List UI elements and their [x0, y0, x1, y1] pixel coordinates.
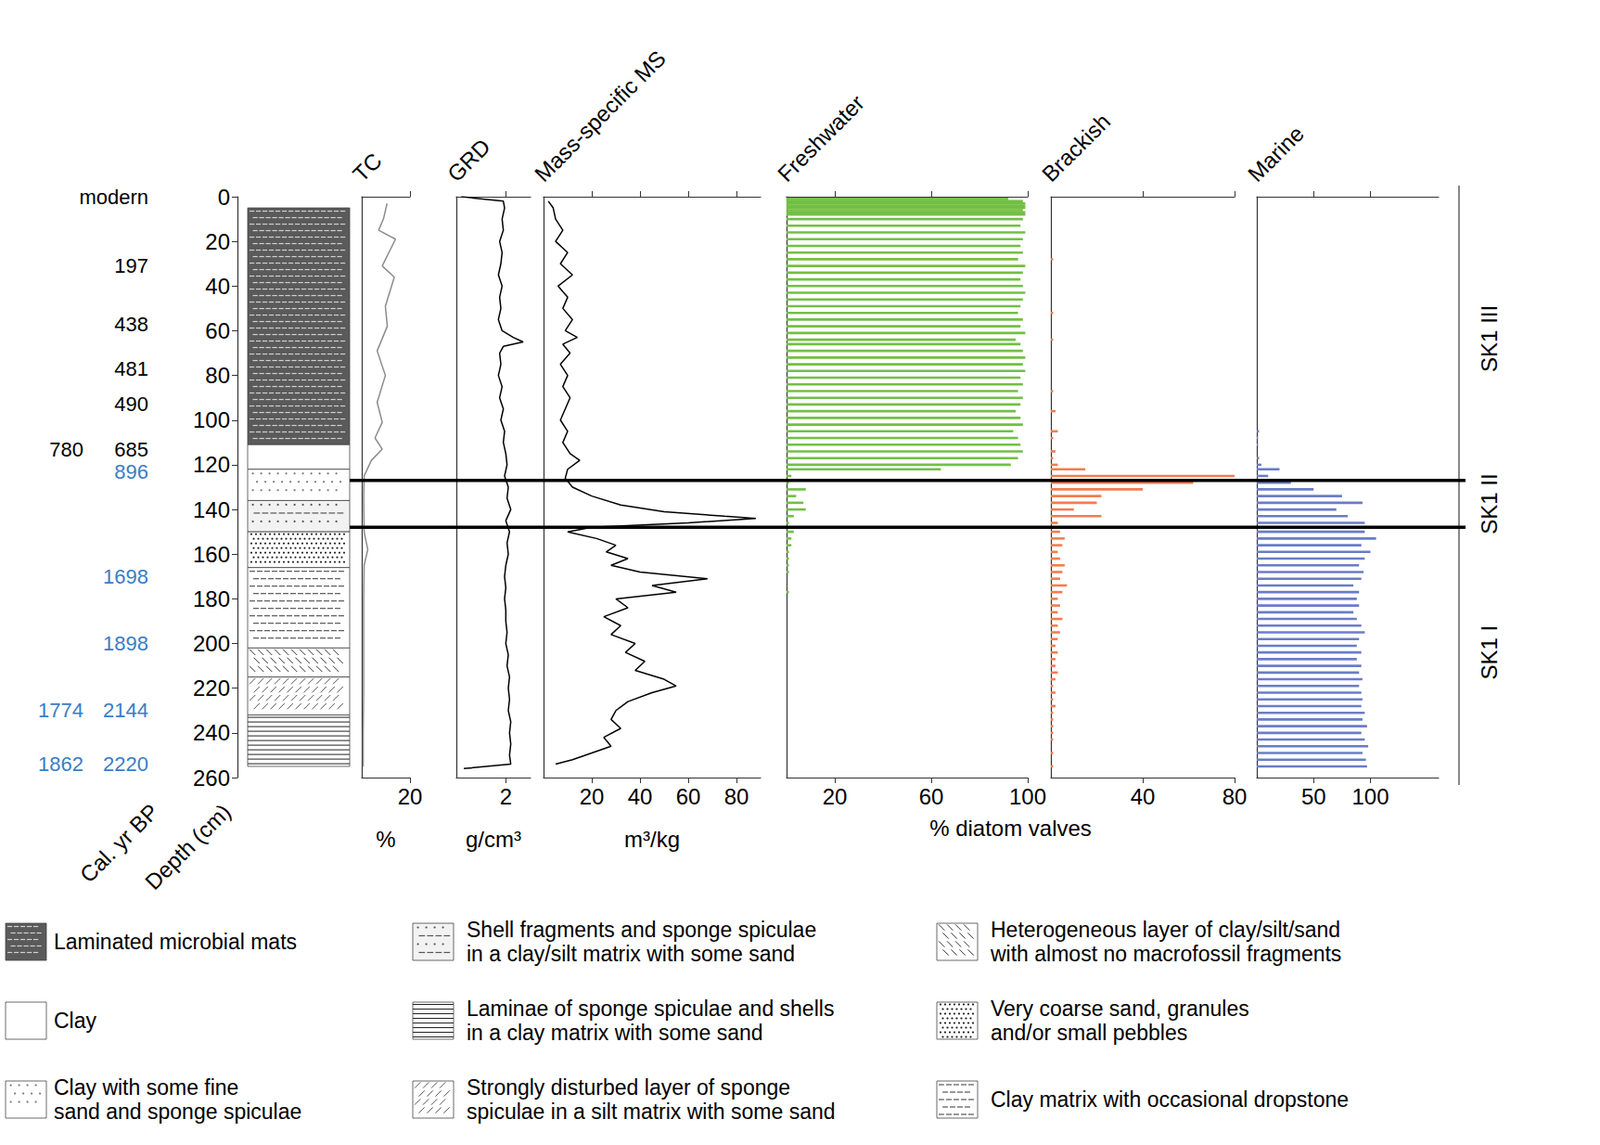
svg-text:197: 197 — [114, 254, 149, 278]
svg-text:Depth (cm): Depth (cm) — [140, 798, 236, 895]
svg-text:180: 180 — [192, 586, 231, 612]
svg-text:Cal. yr BP: Cal. yr BP — [75, 798, 164, 887]
svg-text:50: 50 — [1301, 783, 1327, 809]
svg-text:100: 100 — [1009, 783, 1047, 809]
svg-text:120: 120 — [192, 451, 231, 477]
svg-text:and/or small pebbles: and/or small pebbles — [990, 1020, 1188, 1045]
svg-text:in a clay/silt matrix with som: in a clay/silt matrix with some sand — [466, 941, 795, 966]
svg-text:Mass-specific MS: Mass-specific MS — [529, 45, 671, 187]
svg-text:Laminated microbial mats: Laminated microbial mats — [53, 929, 297, 954]
svg-text:SK1 II: SK1 II — [1476, 473, 1502, 534]
svg-text:Clay matrix with occasional dr: Clay matrix with occasional dropstone — [990, 1087, 1349, 1112]
svg-text:160: 160 — [192, 541, 231, 567]
svg-text:2: 2 — [499, 783, 512, 809]
svg-text:20: 20 — [397, 783, 423, 809]
svg-text:490: 490 — [114, 392, 149, 416]
svg-text:685: 685 — [114, 437, 149, 461]
svg-text:100: 100 — [1351, 783, 1389, 809]
svg-text:438: 438 — [114, 312, 149, 336]
svg-text:60: 60 — [204, 318, 231, 344]
svg-text:2144: 2144 — [102, 698, 149, 722]
svg-text:20: 20 — [204, 229, 231, 255]
svg-text:TC: TC — [347, 147, 387, 187]
svg-text:1862: 1862 — [38, 752, 84, 776]
svg-text:220: 220 — [192, 675, 231, 701]
svg-text:in a clay matrix with some san: in a clay matrix with some sand — [466, 1020, 764, 1045]
svg-text:80: 80 — [204, 362, 231, 388]
svg-text:Brackish: Brackish — [1036, 108, 1115, 187]
svg-text:1898: 1898 — [102, 631, 149, 655]
svg-text:sand and sponge spiculae: sand and sponge spiculae — [53, 1099, 302, 1124]
svg-text:140: 140 — [192, 497, 231, 523]
svg-text:40: 40 — [1130, 783, 1156, 809]
svg-text:GRD: GRD — [442, 133, 496, 187]
svg-text:with almost no macrofossil fra: with almost no macrofossil fragments — [989, 941, 1342, 966]
svg-text:896: 896 — [114, 460, 149, 484]
svg-text:260: 260 — [192, 765, 231, 791]
svg-text:40: 40 — [627, 783, 653, 809]
svg-text:780: 780 — [49, 437, 84, 461]
svg-text:40: 40 — [204, 273, 231, 299]
svg-text:Heterogeneous layer of clay/si: Heterogeneous layer of clay/silt/sand — [990, 917, 1341, 942]
svg-text:spiculae in a silt matrix with: spiculae in a silt matrix with some sand — [466, 1099, 836, 1124]
svg-text:80: 80 — [1222, 783, 1248, 809]
svg-text:m³/kg: m³/kg — [624, 826, 680, 852]
svg-text:481: 481 — [114, 357, 149, 381]
svg-text:SK1 III: SK1 III — [1476, 305, 1502, 372]
svg-text:200: 200 — [192, 630, 231, 656]
svg-text:Shell fragments and sponge spi: Shell fragments and sponge spiculae — [466, 917, 817, 942]
svg-text:80: 80 — [724, 783, 750, 809]
svg-text:60: 60 — [676, 783, 702, 809]
svg-text:Strongly disturbed layer of sp: Strongly disturbed layer of sponge — [466, 1075, 791, 1100]
svg-text:20: 20 — [579, 783, 605, 809]
svg-text:2220: 2220 — [102, 752, 149, 776]
svg-text:SK1 I: SK1 I — [1476, 625, 1502, 680]
svg-text:%: % — [375, 826, 396, 852]
svg-text:Clay: Clay — [53, 1008, 98, 1033]
svg-text:1698: 1698 — [102, 564, 149, 589]
svg-text:modern: modern — [78, 185, 149, 209]
svg-text:Very coarse sand, granules: Very coarse sand, granules — [990, 996, 1250, 1021]
svg-text:Laminae of sponge spiculae and: Laminae of sponge spiculae and shells — [466, 996, 834, 1021]
svg-text:Clay with some fine: Clay with some fine — [53, 1075, 239, 1100]
svg-text:% diatom valves: % diatom valves — [929, 815, 1092, 841]
svg-text:240: 240 — [192, 719, 231, 745]
svg-text:60: 60 — [919, 783, 945, 809]
svg-text:Freshwater: Freshwater — [772, 89, 870, 187]
svg-text:20: 20 — [822, 783, 848, 809]
svg-text:g/cm³: g/cm³ — [465, 826, 522, 852]
svg-text:100: 100 — [192, 407, 231, 433]
svg-text:0: 0 — [217, 184, 231, 210]
svg-text:Marine: Marine — [1242, 120, 1309, 187]
svg-text:1774: 1774 — [38, 698, 84, 722]
